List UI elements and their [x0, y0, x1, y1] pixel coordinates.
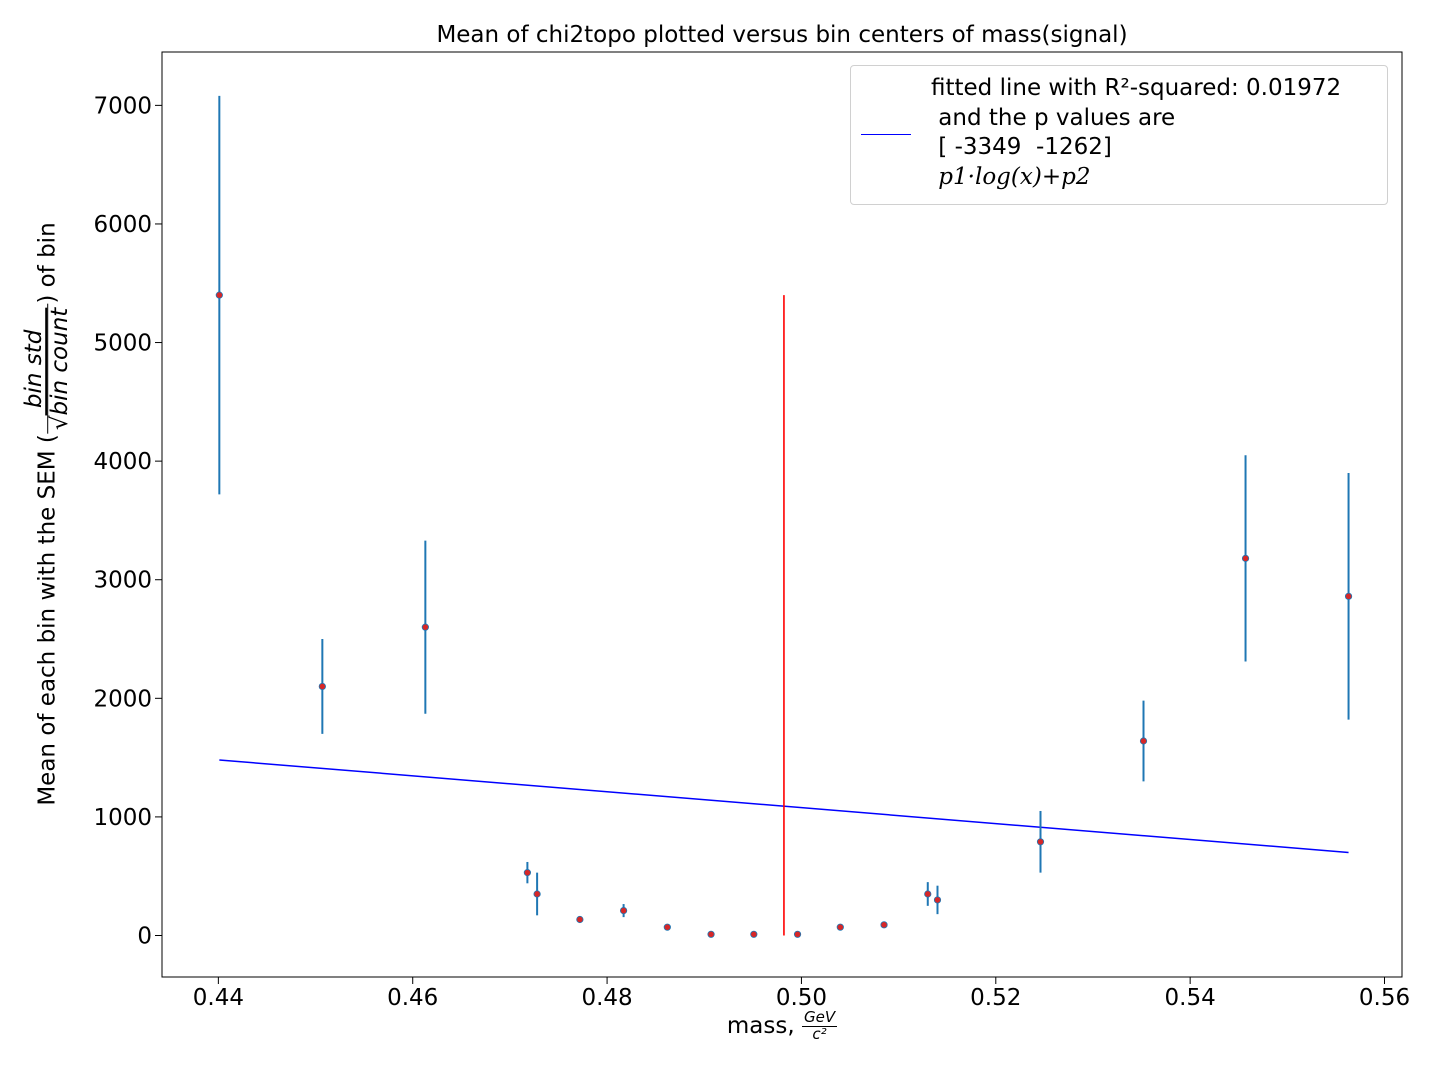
data-point: [576, 915, 584, 924]
y-tick-label: 6000: [93, 212, 152, 238]
data-point: [663, 923, 671, 931]
legend-line-3: [ -3349 -1262]: [931, 134, 1112, 160]
y-axis-label-fraction: bin std √bin count: [21, 303, 74, 435]
data-point: [707, 930, 715, 938]
data-point: [523, 869, 531, 877]
y-tick-label: 5000: [93, 331, 152, 357]
legend-fit-line-swatch: [861, 134, 911, 135]
data-point: [880, 921, 888, 929]
data-point: [1036, 838, 1045, 846]
y-tick-label: 4000: [93, 449, 152, 475]
data-point: [533, 890, 541, 898]
data-point: [793, 930, 802, 938]
x-tick-label: 0.54: [1165, 985, 1216, 1011]
data-point: [1344, 592, 1353, 600]
x-axis-label-text: mass,: [726, 1012, 795, 1039]
x-axis-unit-fraction: GeV c²: [801, 1008, 838, 1043]
legend: fitted line with R²-squared: 0.01972 and…: [850, 65, 1388, 205]
y-tick-label: 1000: [93, 805, 152, 831]
plot-frame: [161, 51, 1403, 978]
x-axis-label: mass, GeV c²: [662, 1008, 902, 1043]
data-point: [619, 906, 628, 915]
x-tick-label: 0.50: [776, 985, 827, 1011]
x-tick-label: 0.52: [970, 985, 1021, 1011]
y-axis-label: Mean of each bin with the SEM (bin std √b…: [21, 222, 74, 806]
data-point: [836, 923, 844, 931]
legend-text: fitted line with R²-squared: 0.01972 and…: [931, 74, 1341, 192]
y-tick-label: 0: [137, 923, 152, 949]
y-axis-label-end: ) of bin: [34, 222, 61, 304]
data-point: [318, 682, 326, 691]
data-point: [933, 896, 942, 904]
x-tick-label: 0.48: [581, 985, 632, 1011]
y-tick-label: 2000: [93, 686, 152, 712]
x-tick-label: 0.44: [193, 985, 244, 1011]
legend-line-1: fitted line with R²-squared: 0.01972: [931, 75, 1342, 101]
y-axis-fraction-numerator: bin std: [21, 303, 49, 435]
data-point: [215, 291, 223, 299]
legend-line-4: p1·log(x)+p2: [931, 163, 1091, 190]
x-axis-unit-numerator: GeV: [801, 1008, 838, 1027]
y-axis-fraction-denominator-text: bin count: [47, 307, 74, 416]
data-point: [924, 890, 932, 898]
chart-title: Mean of chi2topo plotted versus bin cent…: [436, 22, 1128, 48]
x-tick-label: 0.56: [1359, 985, 1410, 1011]
y-axis-label-text: Mean of each bin with the SEM (: [34, 434, 61, 806]
x-axis-unit-denominator: c²: [812, 1024, 827, 1043]
y-tick-label: 3000: [93, 568, 152, 594]
data-point: [1139, 737, 1148, 745]
data-point: [750, 930, 758, 938]
x-tick-label: 0.46: [387, 985, 438, 1011]
data-point: [1241, 554, 1250, 562]
y-tick-label: 7000: [93, 93, 152, 119]
data-point: [421, 623, 429, 631]
legend-line-2: and the p values are: [931, 104, 1176, 131]
y-axis-fraction-denominator: √bin count: [47, 307, 74, 431]
